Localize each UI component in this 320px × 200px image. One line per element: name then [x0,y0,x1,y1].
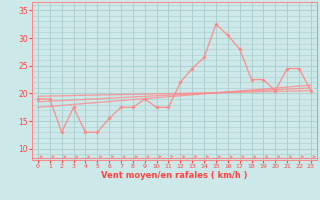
X-axis label: Vent moyen/en rafales ( km/h ): Vent moyen/en rafales ( km/h ) [101,171,248,180]
